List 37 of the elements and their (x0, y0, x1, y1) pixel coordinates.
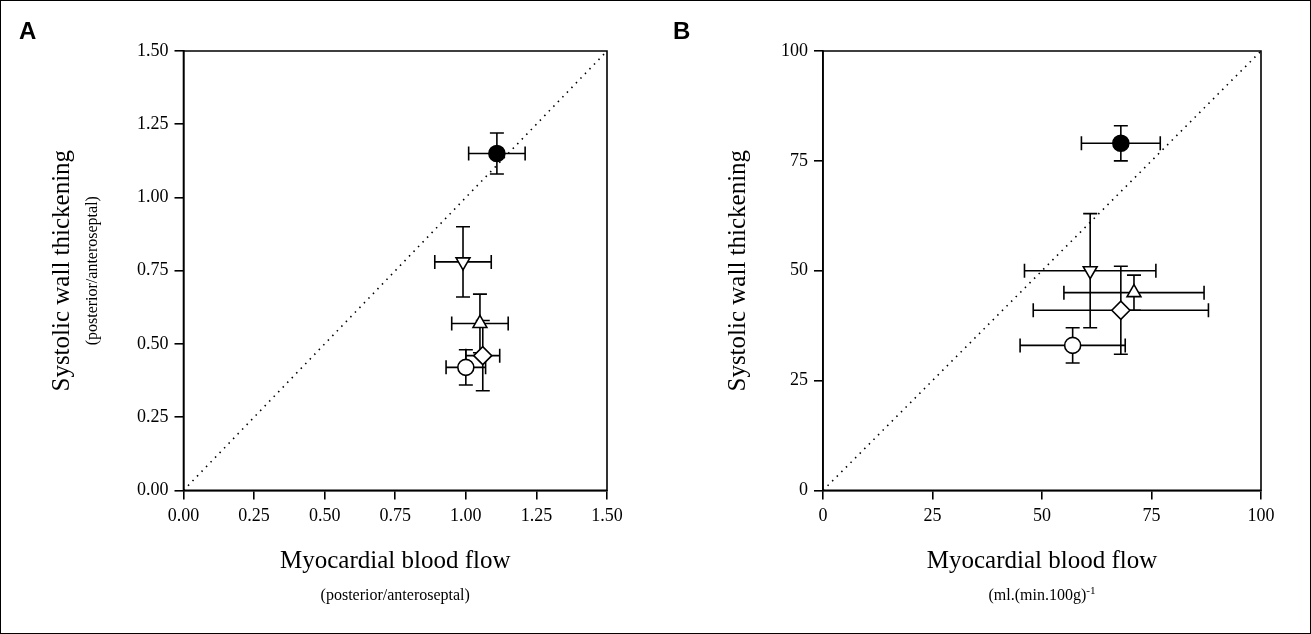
y-tick-label: 50 (790, 259, 808, 280)
y-tick-label: 0.75 (137, 259, 169, 280)
x-tick-label: 0.50 (308, 504, 341, 525)
x-tick-label: 0 (818, 504, 828, 525)
point (1082, 265, 1098, 280)
point (457, 358, 475, 377)
point (472, 345, 493, 366)
y-tick-label: 0.25 (137, 405, 169, 426)
x-tick-label: 0.00 (167, 504, 200, 525)
y-tick-label: 1.25 (137, 112, 169, 133)
x-axis-title: Myocardial blood flow (posterior/anteroseptal) (280, 546, 511, 605)
x-tick-label: 0.25 (238, 504, 270, 525)
y-tick-label: 1.50 (137, 39, 169, 60)
x-tick-label: 1.50 (591, 504, 623, 525)
y-tick-label: 0.00 (137, 479, 169, 500)
x-tick-label: 1.25 (520, 504, 553, 525)
point (1111, 300, 1131, 321)
point (1112, 134, 1130, 153)
y-tick-label: 100 (781, 39, 808, 60)
point (472, 314, 488, 329)
y-tick-label: 0.50 (137, 332, 169, 353)
chart-title: B (673, 17, 691, 44)
y-axis-title: Systolic wall thickening (723, 149, 750, 392)
y-tick-label: 25 (790, 369, 808, 390)
x-tick-label: 0.75 (379, 504, 411, 525)
x-tick-label: 1.00 (450, 504, 482, 525)
y-axis-title: Systolic wall thickening (posterior/anteroseptal) (47, 149, 101, 392)
point (1063, 336, 1082, 355)
x-tick-label: 75 (1142, 504, 1161, 525)
x-tick-label: 50 (1033, 504, 1051, 525)
point (488, 144, 506, 163)
x-tick-label: 25 (923, 504, 942, 525)
y-tick-label: 0 (799, 479, 808, 500)
y-tick-label: 75 (790, 149, 808, 170)
y-tick-label: 1.00 (137, 186, 169, 207)
chart-title: A (19, 17, 37, 44)
x-tick-label: 100 (1247, 504, 1275, 525)
